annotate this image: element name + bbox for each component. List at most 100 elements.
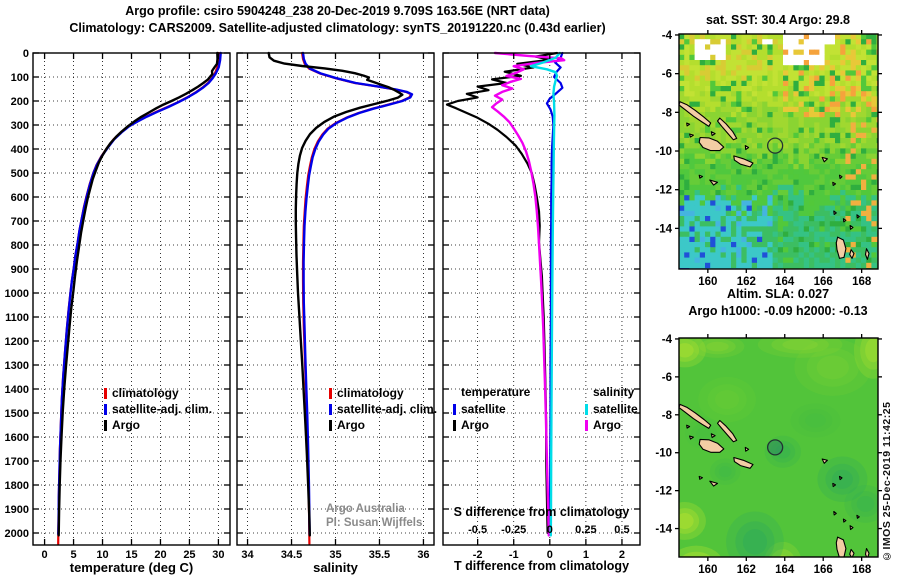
difference-profile-plot: -2 -1 0 1 2 -0.5 -0.25 0 0.25 0.5	[442, 51, 641, 561]
temperature-profile-plot: 0 5 10 15 20 25 300100200300400500600700800900…	[5, 48, 231, 561]
sst-map-title: sat. SST: 30.4 Argo: 29.8	[705, 13, 851, 27]
tick-label: 0	[547, 524, 553, 536]
sla-blobs	[679, 338, 878, 557]
island-shape	[689, 435, 694, 440]
legend-label: Argo	[337, 418, 365, 432]
legend-column-salinity: salinity satellite Argo	[585, 385, 638, 433]
sst-pixels	[679, 34, 878, 269]
island-shape	[849, 224, 854, 230]
legend-label: Argo	[112, 418, 140, 432]
tick-label: 1300	[5, 360, 29, 372]
credit-line2: PI: Susan Wijffels	[326, 517, 423, 529]
t-difference-axis-label: T difference from climatology	[453, 559, 630, 573]
legend-label: satellite	[461, 402, 506, 416]
legend-item-climatology: climatology	[329, 385, 437, 401]
island-shape	[686, 424, 691, 429]
tick-label: 30	[212, 549, 224, 561]
island-shape	[744, 446, 750, 452]
legend-color-mark	[585, 419, 588, 431]
island-shape	[686, 122, 691, 127]
island-shape	[698, 174, 704, 179]
legend-color-mark	[104, 387, 107, 399]
tick-label: 2000	[5, 528, 29, 540]
tick-label: 1200	[5, 336, 29, 348]
tick-label: 400	[11, 144, 29, 156]
legend-item-argo: Argo	[585, 417, 638, 433]
legend-item-satellite: satellite	[453, 401, 530, 417]
sla-map-title-line1: Altim. SLA: 0.027	[726, 287, 830, 301]
legend-label: climatology	[112, 386, 179, 400]
tick-label: 100	[11, 72, 29, 84]
axis-ticks	[33, 52, 230, 545]
tick-label: -14	[655, 223, 672, 235]
plot-frame	[32, 52, 231, 546]
legend-item-argo: Argo	[104, 417, 212, 433]
island-shape	[842, 518, 847, 523]
plot-frame	[236, 52, 435, 546]
tick-label: 1000	[5, 288, 29, 300]
legend-color-mark	[329, 419, 332, 431]
sla-map-title-line2: Argo h1000: -0.09 h2000: -0.13	[688, 304, 868, 318]
salinity-profile-plot: 34 34.5 35 35.5 36	[236, 51, 435, 561]
grid-lines	[33, 53, 230, 545]
imos-watermark: ©IMOS 25-Dec-2019 11:42:25	[881, 401, 893, 562]
island-shape	[838, 174, 843, 180]
tick-label: 168	[852, 564, 872, 576]
axis-ticks	[237, 52, 434, 545]
tick-label: 34.5	[281, 549, 302, 561]
tick-label: 1900	[5, 504, 29, 516]
tick-label: 0	[23, 48, 29, 60]
legend-item-argo: Argo	[453, 417, 530, 433]
tick-label: -10	[655, 448, 672, 460]
temperature-axis-label: temperature (deg C)	[69, 560, 194, 575]
tick-label: 164	[775, 564, 795, 576]
island-shape	[835, 536, 847, 557]
legend-color-mark	[329, 387, 332, 399]
island-shape	[842, 218, 847, 223]
islands	[679, 403, 870, 557]
island-shape	[698, 475, 704, 480]
tick-label: -14	[655, 524, 672, 536]
island-shape	[832, 181, 837, 186]
island-shape	[833, 210, 837, 216]
tick-label: 5	[70, 549, 76, 561]
legend-item-satellite: satellite	[585, 401, 638, 417]
series-satellite-adj-clim	[57, 51, 222, 536]
tick-label: 166	[814, 276, 833, 288]
island-shape	[864, 248, 870, 260]
sst-map-axes: 160 162 164 166 168 -4 -6 -8 -10 -12 -14	[655, 30, 882, 288]
tick-label: 162	[737, 564, 756, 576]
island-shape	[689, 133, 694, 138]
island-shape	[821, 458, 828, 464]
tick-label: -8	[662, 410, 673, 422]
tick-label: 160	[698, 564, 717, 576]
legend-color-mark	[104, 403, 107, 415]
island-shape	[710, 433, 716, 439]
island-shape	[679, 101, 712, 127]
island-shape	[821, 156, 828, 163]
tick-label: 2	[619, 549, 625, 561]
tick-label: 35	[329, 549, 341, 561]
tick-label: 300	[11, 120, 29, 132]
tick-label: 500	[11, 168, 29, 180]
tick-label: 1500	[5, 408, 29, 420]
sla-map-axes: 160 162 164 166 168 -4 -6 -8 -10 -12 -14	[655, 334, 882, 576]
tick-label: 0.25	[575, 524, 596, 536]
tick-label: -12	[655, 486, 672, 498]
legend-color-mark	[453, 419, 456, 431]
tick-label: -12	[655, 185, 672, 197]
legend-label: satellite-adj. clim.	[112, 402, 213, 416]
figure-title-line1: Argo profile: csiro 5904248_238 20-Dec-2…	[125, 4, 550, 18]
tick-label: 160	[698, 276, 717, 288]
island-shape	[709, 480, 719, 487]
tick-label: 34	[241, 549, 254, 561]
tick-label: 1800	[5, 480, 29, 492]
island-shape	[832, 482, 837, 488]
legend-item-satellite-adj-clim-: satellite-adj. clim.	[329, 401, 437, 417]
legend-column-header: temperature	[461, 385, 531, 399]
island-shape	[716, 419, 738, 443]
island-shape	[733, 456, 754, 469]
figure-title-line2: Climatology: CARS2009. Satellite-adjuste…	[69, 21, 606, 35]
